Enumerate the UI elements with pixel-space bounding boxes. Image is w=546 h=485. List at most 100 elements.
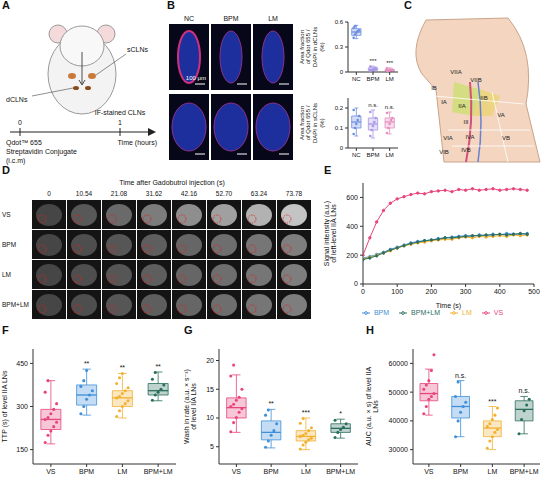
svg-text:***: *** bbox=[488, 398, 496, 405]
svg-text:VS: VS bbox=[232, 468, 242, 475]
svg-text:450: 450 bbox=[16, 360, 28, 367]
svg-text:Time after Gadobutrol injectio: Time after Gadobutrol injection (s) bbox=[119, 179, 225, 187]
svg-text:60000: 60000 bbox=[389, 360, 409, 367]
svg-text:100: 100 bbox=[391, 288, 403, 295]
svg-text:BPM+LM: BPM+LM bbox=[144, 468, 173, 475]
svg-text:NC: NC bbox=[184, 15, 194, 22]
svg-text:BPM: BPM bbox=[453, 468, 468, 475]
svg-text:LM: LM bbox=[385, 76, 393, 82]
svg-text:n.s.: n.s. bbox=[368, 102, 378, 108]
svg-text:n.s.: n.s. bbox=[455, 372, 466, 379]
svg-text:VIIB: VIIB bbox=[470, 77, 481, 83]
svg-text:63.24: 63.24 bbox=[251, 190, 268, 197]
svg-text:***: *** bbox=[302, 409, 310, 416]
svg-text:III: III bbox=[463, 119, 468, 125]
svg-text:Wash in rate (a.u. × s⁻¹)of le: Wash in rate (a.u. × s⁻¹)of level IIA LN… bbox=[183, 369, 198, 444]
svg-text:NC: NC bbox=[352, 152, 361, 158]
svg-text:LM: LM bbox=[118, 468, 128, 475]
svg-text:Time (s): Time (s) bbox=[436, 302, 461, 310]
svg-text:600: 600 bbox=[346, 194, 358, 201]
svg-text:IF-stained CLNs: IF-stained CLNs bbox=[95, 109, 146, 116]
svg-text:LM: LM bbox=[301, 468, 311, 475]
svg-text:100 μm: 100 μm bbox=[186, 75, 206, 81]
svg-text:0.3: 0.3 bbox=[335, 44, 344, 50]
svg-text:BPM: BPM bbox=[366, 76, 379, 82]
svg-text:Signal intensity (a.u.)of left: Signal intensity (a.u.)of left-level IIA… bbox=[323, 201, 338, 266]
svg-text:BPM: BPM bbox=[264, 468, 279, 475]
svg-text:300: 300 bbox=[460, 288, 472, 295]
svg-text:15: 15 bbox=[206, 386, 214, 393]
svg-text:NC: NC bbox=[352, 76, 361, 82]
svg-text:0: 0 bbox=[47, 190, 51, 197]
svg-text:LM: LM bbox=[2, 271, 11, 278]
svg-text:Area fractionof Qdot 655 /DAPI: Area fractionof Qdot 655 /DAPI in dCLNs(… bbox=[299, 27, 325, 67]
svg-text:0.2: 0.2 bbox=[335, 105, 344, 111]
svg-text:10: 10 bbox=[206, 414, 214, 421]
svg-text:200: 200 bbox=[346, 252, 358, 259]
svg-text:BPM: BPM bbox=[223, 15, 238, 22]
svg-text:***: *** bbox=[369, 58, 377, 64]
svg-text:200: 200 bbox=[426, 288, 438, 295]
svg-text:LM: LM bbox=[385, 152, 393, 158]
svg-text:30000: 30000 bbox=[389, 446, 409, 453]
svg-text:0.6: 0.6 bbox=[335, 19, 344, 25]
svg-text:20: 20 bbox=[206, 357, 214, 364]
svg-text:50000: 50000 bbox=[389, 389, 409, 396]
svg-text:AUC (a.u. × s) of level IIALNs: AUC (a.u. × s) of level IIALNs bbox=[365, 367, 380, 446]
svg-text:1: 1 bbox=[118, 119, 122, 126]
svg-text:VS: VS bbox=[424, 468, 434, 475]
svg-text:BPM+LM: BPM+LM bbox=[510, 468, 539, 475]
svg-text:**: ** bbox=[155, 363, 161, 370]
svg-text:400: 400 bbox=[346, 223, 358, 230]
svg-text:VIA: VIA bbox=[443, 135, 453, 141]
svg-text:40000: 40000 bbox=[389, 417, 409, 424]
svg-text:21.08: 21.08 bbox=[111, 190, 128, 197]
svg-text:BPM: BPM bbox=[79, 468, 94, 475]
svg-text:0.1: 0.1 bbox=[335, 125, 344, 131]
svg-text:VIB: VIB bbox=[439, 149, 449, 155]
svg-text:*: * bbox=[339, 410, 342, 417]
svg-text:150: 150 bbox=[16, 446, 28, 453]
svg-text:**: ** bbox=[268, 400, 274, 407]
svg-text:IIB: IIB bbox=[480, 95, 487, 101]
svg-text:n.s.: n.s. bbox=[518, 387, 529, 394]
svg-text:n.s.: n.s. bbox=[385, 104, 395, 110]
svg-text:LM: LM bbox=[488, 468, 498, 475]
svg-text:Qdot™ 655: Qdot™ 655 bbox=[6, 139, 42, 147]
svg-text:IVA: IVA bbox=[465, 134, 474, 140]
svg-text:0: 0 bbox=[354, 280, 358, 287]
svg-text:BPM+LM: BPM+LM bbox=[326, 468, 355, 475]
svg-text:300: 300 bbox=[16, 403, 28, 410]
svg-text:**: ** bbox=[84, 360, 90, 367]
svg-text:0: 0 bbox=[18, 119, 22, 126]
svg-text:0: 0 bbox=[340, 69, 344, 75]
svg-text:500: 500 bbox=[528, 288, 540, 295]
svg-text:LM: LM bbox=[268, 15, 278, 22]
svg-text:42.16: 42.16 bbox=[181, 190, 198, 197]
svg-text:73.78: 73.78 bbox=[286, 190, 303, 197]
svg-text:31.62: 31.62 bbox=[146, 190, 163, 197]
svg-text:Area fractionof Qdot 655 /DAPI: Area fractionof Qdot 655 /DAPI in sCLNs(… bbox=[299, 103, 325, 143]
svg-text:**: ** bbox=[120, 364, 126, 371]
svg-text:VS: VS bbox=[2, 211, 11, 218]
svg-text:VB: VB bbox=[502, 135, 510, 141]
svg-text:IA: IA bbox=[441, 99, 447, 105]
svg-text:Time (hours): Time (hours) bbox=[118, 139, 157, 147]
svg-text:0: 0 bbox=[361, 288, 365, 295]
svg-text:sCLNs: sCLNs bbox=[127, 46, 149, 53]
svg-text:dCLNs: dCLNs bbox=[6, 96, 28, 103]
svg-text:10.54: 10.54 bbox=[76, 190, 93, 197]
svg-text:BPM+LM: BPM+LM bbox=[2, 301, 29, 308]
svg-text:VIIA: VIIA bbox=[450, 69, 461, 75]
svg-text:IB: IB bbox=[431, 85, 437, 91]
svg-text:BPM: BPM bbox=[366, 152, 379, 158]
svg-text:Streptavidin Conjugate: Streptavidin Conjugate bbox=[6, 148, 77, 156]
svg-text:(i.c.m): (i.c.m) bbox=[6, 157, 25, 165]
svg-text:52.70: 52.70 bbox=[216, 190, 233, 197]
svg-text:VA: VA bbox=[497, 112, 505, 118]
svg-text:5: 5 bbox=[210, 443, 214, 450]
svg-text:BPM: BPM bbox=[2, 241, 16, 248]
svg-text:IIA: IIA bbox=[458, 103, 465, 109]
svg-text:VS: VS bbox=[46, 468, 56, 475]
svg-text:400: 400 bbox=[494, 288, 506, 295]
